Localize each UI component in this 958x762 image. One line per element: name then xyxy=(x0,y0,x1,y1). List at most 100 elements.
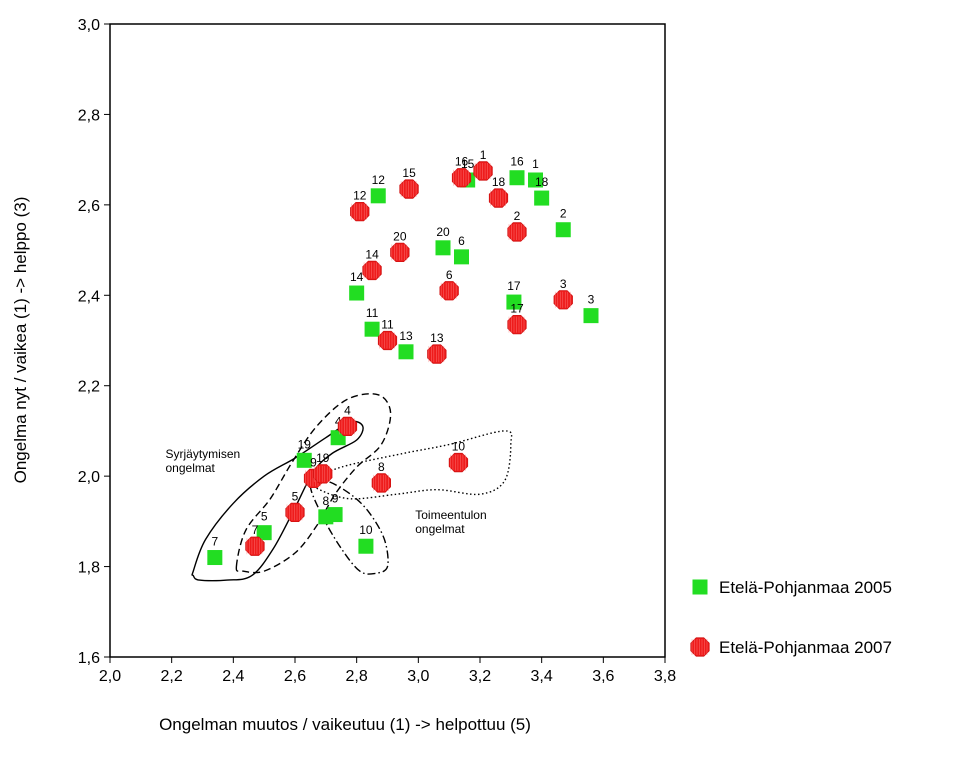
point-label: 20 xyxy=(393,229,407,243)
x-tick-label: 3,0 xyxy=(407,668,429,685)
point-2005-9 xyxy=(327,507,343,523)
point-label: 3 xyxy=(560,277,567,291)
point-2005-5 xyxy=(256,525,272,541)
point-2005-12 xyxy=(370,188,386,204)
x-tick-label: 3,6 xyxy=(592,668,614,685)
y-axis-label: Ongelma nyt / vaikea (1) -> helppo (3) xyxy=(11,197,30,484)
point-label: 14 xyxy=(350,270,364,284)
x-tick-label: 3,2 xyxy=(469,668,491,685)
y-axis-ticks: 1,6 1,8 2,0 2,2 2,4 2,6 2,8 3,0 xyxy=(78,17,110,667)
point-label: 11 xyxy=(366,306,379,320)
point-2005-1 xyxy=(528,172,543,188)
point-2007-13 xyxy=(427,344,447,364)
point-2005-18 xyxy=(534,190,550,206)
point-label: 5 xyxy=(292,489,299,503)
x-tick-label: 3,8 xyxy=(654,668,676,685)
point-label: 19 xyxy=(298,437,312,451)
point-label: 7 xyxy=(211,535,218,549)
point-label: 15 xyxy=(461,157,475,171)
y-tick-label: 2,6 xyxy=(78,198,100,215)
annotation-toimeentulon: Toimeentulon ongelmat xyxy=(415,508,486,536)
annotations: Syrjäytymisen ongelmat Toimeentulon ongelma… xyxy=(166,447,487,536)
point-label: 20 xyxy=(436,225,450,239)
point-2005-10 xyxy=(358,538,374,554)
point-2007-7 xyxy=(245,536,265,556)
x-tick-label: 2,0 xyxy=(99,668,121,685)
legend-entry: Etelä-Pohjanmaa 2005 xyxy=(719,578,892,597)
point-2005-7 xyxy=(207,550,223,566)
y-tick-label: 1,8 xyxy=(78,560,100,577)
point-2007-19 xyxy=(313,464,333,484)
point-label: 9 xyxy=(310,455,317,469)
point-2005-3 xyxy=(583,308,599,324)
point-label: 4 xyxy=(335,415,342,429)
annotation-syrjaytymisen: Syrjäytymisen ongelmat xyxy=(166,447,241,475)
point-2005-20 xyxy=(435,240,451,256)
region-outlines xyxy=(191,393,513,582)
point-label: 12 xyxy=(353,189,367,203)
y-tick-label: 2,2 xyxy=(78,379,100,396)
point-2007-17 xyxy=(507,314,527,335)
x-tick-label: 2,4 xyxy=(222,668,244,685)
point-2005-16 xyxy=(509,170,525,186)
point-2007-14 xyxy=(362,260,382,281)
x-tick-label: 2,6 xyxy=(284,668,306,685)
x-axis-ticks: 2,0 2,2 2,4 2,6 2,8 3,0 3,2 3,4 3,6 3,8 xyxy=(99,657,676,685)
point-label: 17 xyxy=(510,302,524,316)
point-2007-20 xyxy=(390,242,410,263)
point-label: 5 xyxy=(261,510,268,524)
point-label: 13 xyxy=(399,329,413,343)
point-label: 3 xyxy=(588,293,595,307)
point-2005-13 xyxy=(398,344,414,360)
point-2005-11 xyxy=(364,321,380,337)
region-syrjaytymisen-dashed xyxy=(235,393,392,574)
legend-marker-2005 xyxy=(692,579,708,595)
point-label: 2 xyxy=(514,209,521,223)
point-2007-12 xyxy=(350,201,370,222)
point-label: 16 xyxy=(510,155,524,169)
point-2007-10 xyxy=(448,452,469,473)
point-label: 8 xyxy=(322,494,329,508)
y-tick-label: 2,8 xyxy=(78,107,100,124)
y-tick-label: 2,4 xyxy=(78,288,100,305)
legend-marker-2007 xyxy=(690,637,710,657)
point-label: 12 xyxy=(372,173,386,187)
legend-entry: Etelä-Pohjanmaa 2007 xyxy=(719,638,892,657)
point-label: 19 xyxy=(316,451,330,465)
point-label: 8 xyxy=(378,460,385,474)
point-label: 13 xyxy=(430,331,444,345)
point-label: 18 xyxy=(535,175,549,189)
legend: Etelä-Pohjanmaa 2005 Etelä-Pohjanmaa 2007 xyxy=(690,578,892,657)
point-2007-5 xyxy=(285,502,305,522)
point-label: 16 xyxy=(455,155,469,169)
region-toimeentulon-dashdot xyxy=(309,479,389,575)
point-2005-2 xyxy=(555,222,571,238)
point-2007-16 xyxy=(451,168,472,188)
point-label: 9 xyxy=(332,492,339,506)
point-2005-19 xyxy=(296,452,312,468)
point-label: 10 xyxy=(359,523,373,537)
point-2007-3 xyxy=(553,290,573,310)
point-label: 4 xyxy=(344,403,351,417)
point-label: 17 xyxy=(507,279,521,293)
point-label: 1 xyxy=(532,157,539,171)
x-tick-label: 2,2 xyxy=(161,668,183,685)
point-label: 6 xyxy=(458,234,465,248)
point-2005-14 xyxy=(349,285,365,301)
x-tick-label: 2,8 xyxy=(346,668,368,685)
y-tick-label: 2,0 xyxy=(78,469,100,486)
point-label: 10 xyxy=(452,440,466,454)
region-syrjaytymisen-solid xyxy=(191,420,364,582)
point-label: 15 xyxy=(402,166,416,180)
x-axis-label: Ongelman muutos / vaikeutuu (1) -> helpo… xyxy=(159,715,531,734)
point-2007-1 xyxy=(473,161,493,181)
point-label: 6 xyxy=(446,268,453,282)
point-label: 1 xyxy=(480,148,487,162)
point-2007-6 xyxy=(439,281,459,301)
point-2007-15 xyxy=(399,179,419,199)
point-label: 2 xyxy=(560,207,567,221)
point-2007-2 xyxy=(507,222,527,242)
point-2007-18 xyxy=(488,188,509,208)
